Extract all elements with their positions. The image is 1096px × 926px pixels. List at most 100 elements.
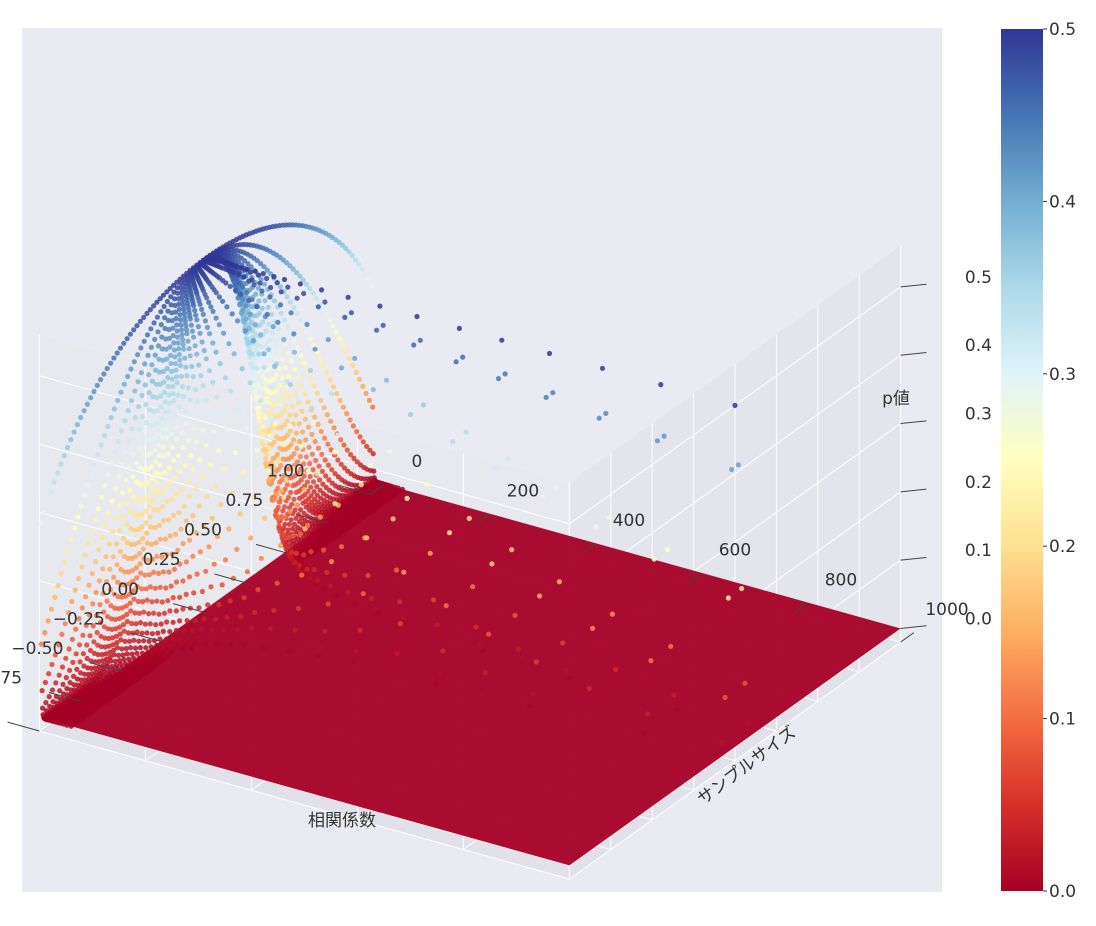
data-point: [81, 408, 87, 414]
data-point: [173, 531, 179, 537]
data-point: [224, 304, 230, 310]
data-point: [177, 312, 183, 318]
data-point: [115, 652, 122, 659]
data-point: [177, 635, 184, 641]
data-point: [88, 395, 94, 401]
data-point: [183, 641, 189, 647]
data-point: [105, 614, 111, 620]
data-point: [164, 426, 170, 432]
data-point: [282, 342, 288, 348]
data-point: [170, 333, 176, 339]
data-point: [352, 355, 358, 361]
data-point: [354, 459, 360, 465]
data-point: [279, 488, 285, 494]
data-point: [213, 483, 219, 489]
data-point: [160, 569, 167, 575]
data-point: [146, 503, 153, 509]
data-point: [166, 569, 172, 575]
data-point: [267, 409, 273, 415]
data-point: [146, 492, 152, 498]
data-point: [125, 555, 131, 562]
data-point: [264, 399, 270, 405]
data-point: [159, 488, 165, 495]
data-point: [252, 268, 258, 274]
data-point: [377, 303, 383, 309]
data-point: [303, 454, 309, 460]
data-point: [285, 527, 291, 533]
data-point: [181, 346, 187, 352]
data-point: [100, 566, 106, 572]
data-point: [489, 561, 495, 567]
data-point: [370, 404, 376, 410]
data-point: [147, 406, 153, 413]
data-point: [181, 310, 187, 317]
data-point: [252, 609, 258, 615]
data-point: [322, 435, 328, 441]
data-point: [297, 273, 303, 279]
data-point: [111, 355, 117, 361]
data-point: [276, 499, 283, 505]
data-point: [162, 536, 168, 542]
data-point: [288, 310, 294, 316]
data-point: [210, 340, 216, 346]
data-point: [71, 682, 77, 688]
data-point: [253, 389, 259, 395]
data-point: [93, 589, 99, 596]
data-point: [553, 484, 559, 490]
data-point: [263, 328, 269, 334]
data-point: [152, 336, 158, 342]
data-point: [166, 465, 172, 471]
data-point: [325, 441, 331, 447]
data-point: [120, 614, 126, 620]
data-point: [49, 661, 55, 668]
data-point: [172, 411, 178, 417]
data-point: [313, 457, 319, 464]
data-point: [266, 337, 272, 343]
data-point: [609, 611, 616, 617]
data-point: [274, 280, 280, 286]
data-point: [330, 384, 337, 390]
data-point: [158, 309, 164, 315]
data-point: [117, 631, 123, 637]
data-point: [338, 544, 345, 550]
data-point: [298, 383, 304, 389]
data-point: [52, 594, 58, 601]
data-point: [262, 414, 268, 421]
data-point: [135, 598, 141, 605]
data-point: [191, 590, 197, 596]
data-point: [184, 373, 190, 379]
data-point: [293, 489, 299, 495]
data-point: [122, 638, 128, 644]
data-point: [299, 429, 306, 435]
data-point: [48, 489, 54, 495]
data-point: [173, 367, 179, 373]
data-point: [134, 323, 140, 329]
data-point: [209, 627, 215, 633]
data-point: [39, 688, 45, 694]
data-point: [170, 619, 176, 625]
data-point: [259, 431, 265, 437]
data-point: [307, 367, 313, 373]
data-point: [187, 353, 193, 359]
data-point: [227, 283, 233, 289]
data-point: [199, 339, 205, 345]
data-point: [272, 496, 278, 502]
data-point: [105, 471, 111, 477]
data-point: [154, 314, 160, 320]
data-point: [374, 327, 380, 333]
data-point: [157, 296, 163, 302]
data-point: [171, 296, 178, 302]
data-point: [258, 276, 264, 282]
data-point: [198, 626, 204, 633]
data-point: [231, 636, 237, 642]
data-point: [238, 291, 244, 297]
data-point: [138, 370, 144, 376]
data-point: [114, 350, 120, 356]
data-point: [245, 261, 251, 267]
data-point: [264, 267, 270, 273]
data-point: [113, 516, 119, 522]
data-point: [222, 375, 229, 381]
data-point: [168, 360, 174, 367]
x-tick-label: 0.50: [184, 521, 222, 541]
data-point: [254, 303, 260, 310]
